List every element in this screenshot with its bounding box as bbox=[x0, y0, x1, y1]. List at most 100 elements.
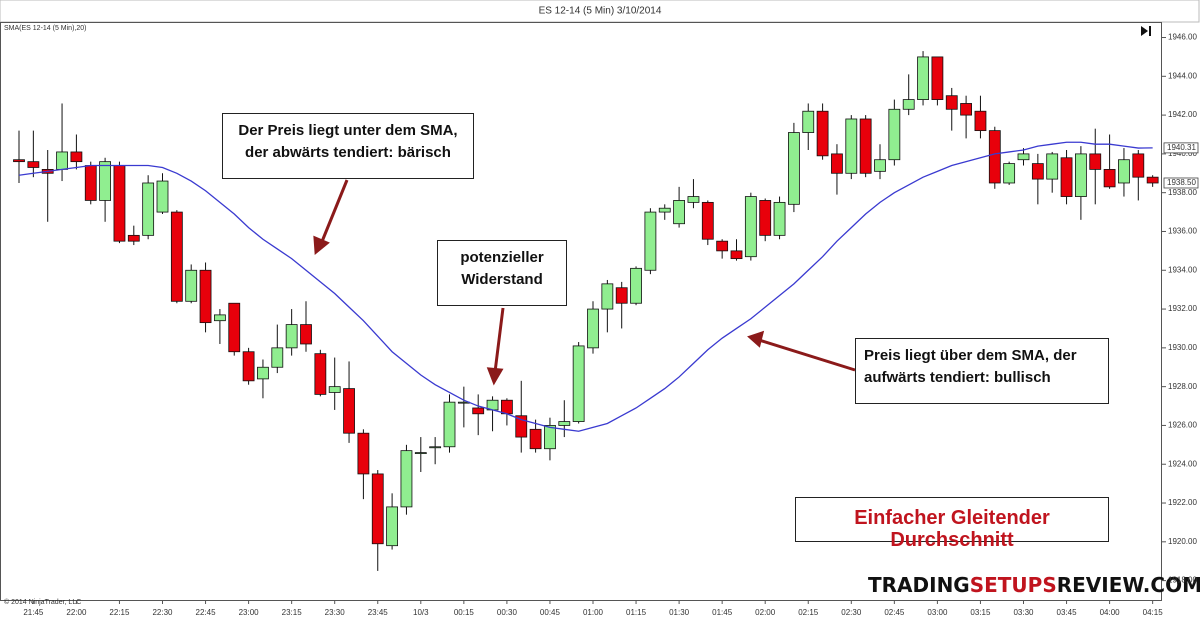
x-tick-label: 22:45 bbox=[196, 608, 217, 617]
y-tick-label: 1930.00 bbox=[1168, 343, 1197, 352]
plot-frame bbox=[0, 22, 1162, 601]
annotation: Der Preis liegt unter dem SMA, der abwärt… bbox=[222, 113, 474, 179]
chart-title: ES 12-14 (5 Min) 3/10/2014 bbox=[539, 6, 662, 17]
candle-body bbox=[242, 351, 255, 382]
y-tick-label: 1936.00 bbox=[1168, 227, 1197, 236]
x-tick-label: 02:45 bbox=[884, 608, 905, 617]
candle-body bbox=[257, 366, 269, 380]
y-tick-label: 1942.00 bbox=[1168, 110, 1197, 119]
candle-body bbox=[601, 283, 614, 310]
candle-body bbox=[1031, 163, 1044, 180]
x-tick-label: 00:15 bbox=[454, 608, 475, 617]
candle-body bbox=[113, 165, 126, 242]
candle-body bbox=[99, 161, 111, 201]
candle-body bbox=[271, 347, 284, 368]
scroll-end-icon[interactable] bbox=[1141, 26, 1151, 36]
candle-body bbox=[917, 56, 929, 100]
candle-body bbox=[156, 180, 169, 213]
candle-body bbox=[1017, 153, 1030, 161]
candle-body bbox=[931, 56, 944, 100]
candle-body bbox=[845, 118, 858, 174]
candle-body bbox=[888, 108, 901, 161]
candle-body bbox=[472, 407, 485, 415]
candle-body bbox=[84, 165, 97, 201]
candle-body bbox=[515, 415, 528, 438]
candle-body bbox=[185, 269, 198, 302]
candle-body bbox=[558, 421, 571, 426]
candle-body bbox=[859, 118, 872, 174]
x-tick-label: 22:00 bbox=[66, 608, 87, 617]
x-tick-label: 02:30 bbox=[841, 608, 862, 617]
annotation-line: aufwärts tendiert: bullisch bbox=[864, 369, 1051, 386]
candle-body bbox=[500, 399, 513, 415]
candle-body bbox=[544, 425, 556, 450]
x-tick-label: 03:30 bbox=[1013, 608, 1034, 617]
headline: Einfacher Gleitender Durchschnitt bbox=[795, 497, 1109, 551]
candle-body bbox=[1075, 153, 1087, 197]
annotation-line: Preis liegt über dem SMA, der bbox=[864, 347, 1077, 364]
candle-body bbox=[70, 151, 83, 163]
sma-line bbox=[18, 141, 1153, 432]
candle-body bbox=[386, 506, 399, 547]
candle-body bbox=[802, 110, 815, 133]
candle-body bbox=[587, 308, 599, 349]
annotation: potenzieller Widerstand bbox=[437, 240, 567, 306]
candle-body bbox=[716, 240, 729, 252]
y-tick-label: 1932.00 bbox=[1168, 304, 1197, 313]
y-tick-label: 1918.00 bbox=[1168, 576, 1197, 585]
candle-body bbox=[429, 446, 442, 449]
candle-body bbox=[1089, 153, 1102, 170]
x-tick-label: 01:45 bbox=[712, 608, 733, 617]
candle-body bbox=[1060, 157, 1073, 197]
y-tick-label: 1926.00 bbox=[1168, 421, 1197, 430]
price-badge bbox=[1163, 177, 1199, 189]
candle-body bbox=[816, 110, 829, 157]
candle-body bbox=[644, 211, 657, 271]
candle-body bbox=[1132, 153, 1145, 178]
x-tick-label: 03:15 bbox=[970, 608, 991, 617]
candle-body bbox=[1103, 169, 1116, 188]
candle-body bbox=[300, 324, 312, 345]
candle-body bbox=[701, 201, 714, 240]
candle-body bbox=[414, 452, 427, 454]
candle-body bbox=[328, 386, 341, 393]
candle-body bbox=[874, 159, 886, 172]
candle-body bbox=[960, 103, 972, 116]
candle-body bbox=[371, 473, 384, 545]
candle-body bbox=[343, 388, 355, 434]
candle-body bbox=[730, 250, 743, 260]
candle-body bbox=[170, 211, 183, 302]
x-tick-label: 23:30 bbox=[325, 608, 346, 617]
x-tick-label: 01:15 bbox=[626, 608, 647, 617]
candle-body bbox=[357, 432, 370, 475]
candle-body bbox=[56, 151, 68, 170]
y-tick-label: 1940.00 bbox=[1168, 149, 1197, 158]
watermark-part: REVIEW.COM bbox=[1057, 573, 1200, 597]
candle-body bbox=[630, 267, 642, 304]
watermark: TRADINGSETUPSREVIEW.COM bbox=[868, 573, 1200, 597]
candle-body bbox=[199, 269, 212, 324]
x-tick-label: 02:00 bbox=[755, 608, 776, 617]
candle-body bbox=[773, 201, 786, 236]
candle-body bbox=[788, 132, 800, 205]
x-tick-label: 03:45 bbox=[1057, 608, 1078, 617]
candle-body bbox=[831, 153, 843, 174]
y-tick-label: 1924.00 bbox=[1168, 459, 1197, 468]
candle-body bbox=[902, 99, 915, 110]
candle-body bbox=[1046, 153, 1059, 180]
y-tick-label: 1944.00 bbox=[1168, 71, 1197, 80]
arrows bbox=[313, 179, 856, 386]
x-tick-label: 22:15 bbox=[109, 608, 130, 617]
watermark-part: SETUPS bbox=[970, 573, 1057, 597]
x-tick-label: 04:00 bbox=[1100, 608, 1121, 617]
x-tick-label: 23:45 bbox=[368, 608, 389, 617]
candle-body bbox=[27, 161, 40, 168]
indicator-label: SMA(ES 12-14 (5 Min),20) bbox=[4, 25, 86, 32]
annotation-line: der abwärts tendiert: bärisch bbox=[245, 144, 451, 161]
candle-body bbox=[974, 110, 987, 132]
candle-body bbox=[988, 130, 1001, 184]
candle-body bbox=[673, 200, 685, 225]
annotation-line: Der Preis liegt unter dem SMA, bbox=[238, 122, 458, 139]
